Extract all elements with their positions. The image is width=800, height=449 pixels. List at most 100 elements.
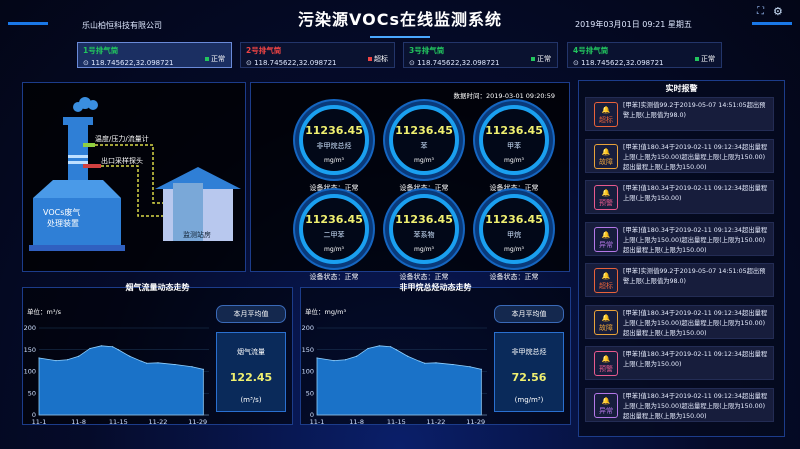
data-time-label: 数据时间： bbox=[453, 92, 486, 100]
alarm-item[interactable]: 🔔 超标 [甲苯]实测值99.2于2019-05-07 14:51:05超出预警上… bbox=[585, 97, 774, 131]
alarm-item[interactable]: 🔔 预警 [甲苯]值180.34于2019-02-11 09:12:34超出量程上… bbox=[585, 180, 774, 214]
station-tab[interactable]: 2号排气筒 ⊙ 118.745622,32.098721 超标 bbox=[240, 42, 395, 68]
alarm-badge: 🔔 故障 bbox=[594, 143, 618, 169]
alarm-text: [甲苯]实测值99.2于2019-05-07 14:51:05超出预警上限(上限… bbox=[623, 102, 766, 119]
alarm-item[interactable]: 🔔 异常 [甲苯]值180.34于2019-02-11 09:12:34超出量程上… bbox=[585, 387, 774, 422]
alarm-badge: 🔔 异常 bbox=[594, 226, 618, 252]
data-point bbox=[202, 368, 204, 370]
status-dot bbox=[368, 57, 372, 61]
station-status: 正常 bbox=[695, 54, 715, 64]
station-coord: ⊙ 118.745622,32.098721 bbox=[83, 59, 226, 67]
station-coord: ⊙ 118.745622,32.098721 bbox=[246, 59, 389, 67]
y-tick-label: 200 bbox=[302, 324, 314, 332]
bell-icon: 🔔 bbox=[601, 230, 611, 239]
frame-deco bbox=[370, 36, 430, 38]
gear-icon[interactable]: ⚙ bbox=[773, 5, 783, 18]
station-name: 2号排气筒 bbox=[246, 46, 282, 55]
data-point bbox=[78, 355, 80, 357]
alarm-text: [甲苯]实测值99.2于2019-05-07 14:51:05超出预警上限(上限… bbox=[623, 268, 766, 285]
x-tick-label: 11-29 bbox=[466, 418, 485, 426]
gauge-unit: mg/m³ bbox=[504, 246, 524, 253]
alarm-item[interactable]: 🔔 预警 [甲苯]值180.34于2019-02-11 09:12:34超出量程上… bbox=[585, 346, 774, 380]
gauge-unit: mg/m³ bbox=[324, 157, 344, 164]
alarm-badge: 🔔 超标 bbox=[594, 102, 618, 127]
gauge-ring: 11236.45 二甲苯 mg/m³ bbox=[299, 194, 369, 264]
data-point bbox=[435, 362, 437, 364]
frame-deco bbox=[752, 22, 792, 25]
location-icon: ⊙ bbox=[246, 59, 255, 67]
average-unit: (mg/m³) bbox=[514, 396, 544, 404]
y-tick-label: 100 bbox=[24, 368, 36, 376]
data-point bbox=[344, 359, 346, 361]
data-point bbox=[452, 363, 454, 366]
alarm-item[interactable]: 🔔 故障 [甲苯]值180.34于2019-02-11 09:12:34超出量程上… bbox=[585, 304, 774, 339]
station-coord: ⊙ 118.745622,32.098721 bbox=[409, 59, 552, 67]
gauge-name: 苯 bbox=[420, 142, 428, 150]
y-tick-label: 100 bbox=[302, 368, 314, 376]
gauge-value: 11236.45 bbox=[395, 124, 453, 137]
data-point bbox=[89, 347, 91, 350]
data-time: 数据时间：2019-03-01 09:20:59 bbox=[453, 90, 555, 100]
alarm-type: 故障 bbox=[599, 157, 613, 166]
data-point bbox=[157, 362, 159, 364]
gauge-status: 设备状态：正常 bbox=[399, 273, 449, 281]
alarm-item[interactable]: 🔔 超标 [甲苯]实测值99.2于2019-05-07 14:51:05超出预警上… bbox=[585, 263, 774, 297]
x-tick-label: 11-1 bbox=[32, 418, 47, 426]
bell-icon: 🔔 bbox=[601, 147, 611, 156]
gauge-unit: mg/m³ bbox=[504, 157, 524, 164]
status-dot bbox=[695, 57, 699, 61]
alarm-text: [甲苯]值180.34于2019-02-11 09:12:34超出量程上限(上限… bbox=[623, 392, 768, 420]
station-tab[interactable]: 4号排气筒 ⊙ 118.745622,32.098721 正常 bbox=[567, 42, 722, 68]
alarm-title: 实时报警 bbox=[665, 84, 698, 93]
alarm-text: [甲苯]值180.34于2019-02-11 09:12:34超出量程上限(上限… bbox=[623, 309, 768, 337]
data-point bbox=[424, 362, 426, 364]
monthly-average-button[interactable]: 本月平均值 bbox=[494, 305, 564, 323]
station-label: 监测站房 bbox=[183, 230, 211, 239]
station-status: 超标 bbox=[368, 54, 388, 64]
data-point bbox=[378, 345, 380, 347]
bell-icon: 🔔 bbox=[601, 106, 611, 114]
chart-title: 非甲烷总烃动态走势 bbox=[399, 283, 472, 292]
location-icon: ⊙ bbox=[409, 59, 418, 67]
alarm-badge: 🔔 超标 bbox=[594, 268, 618, 293]
bell-icon: 🔔 bbox=[601, 189, 611, 197]
data-point bbox=[100, 345, 102, 347]
data-point bbox=[469, 366, 471, 368]
alarm-item[interactable]: 🔔 异常 [甲苯]值180.34于2019-02-11 09:12:34超出量程上… bbox=[585, 221, 774, 256]
x-tick-label: 11-22 bbox=[149, 418, 168, 426]
gauge-value: 11236.45 bbox=[395, 213, 453, 226]
fullscreen-icon[interactable]: ⛶ bbox=[757, 6, 764, 17]
device-label2: 处理装置 bbox=[47, 218, 79, 228]
data-point bbox=[316, 357, 318, 359]
data-point bbox=[191, 366, 193, 368]
monthly-average-button[interactable]: 本月平均值 bbox=[216, 305, 286, 323]
probe-label: 出口采样探头 bbox=[101, 156, 143, 165]
y-tick-label: 150 bbox=[24, 346, 36, 354]
data-point bbox=[395, 349, 397, 351]
station-tab[interactable]: 3号排气筒 ⊙ 118.745622,32.098721 正常 bbox=[403, 42, 558, 68]
alarm-badge: 🔔 预警 bbox=[594, 351, 618, 376]
station-status: 正常 bbox=[205, 54, 225, 64]
alarm-text: [甲苯]值180.34于2019-02-11 09:12:34超出量程上限(上限… bbox=[623, 185, 768, 202]
data-point bbox=[66, 359, 68, 361]
coord-text: 118.745622,32.098721 bbox=[91, 59, 174, 67]
y-tick-label: 200 bbox=[24, 324, 36, 332]
average-name: 烟气流量 bbox=[237, 348, 265, 356]
alarm-type: 异常 bbox=[599, 406, 613, 415]
data-point bbox=[407, 355, 409, 357]
alarm-item[interactable]: 🔔 故障 [甲苯]值180.34于2019-02-11 09:12:34超出量程上… bbox=[585, 138, 774, 173]
status-dot bbox=[531, 57, 535, 61]
station-tab[interactable]: 1号排气筒 ⊙ 118.745622,32.098721 正常 bbox=[77, 42, 232, 68]
page-title: 污染源VOCs在线监测系统 bbox=[298, 10, 502, 29]
gauge-name: 甲苯 bbox=[507, 142, 521, 150]
alarm-badge: 🔔 异常 bbox=[594, 392, 618, 418]
gauge-unit: mg/m³ bbox=[414, 157, 434, 164]
alarm-type: 超标 bbox=[599, 282, 613, 290]
bell-icon: 🔔 bbox=[601, 396, 611, 405]
data-point bbox=[38, 357, 40, 359]
gauge-name: 苯系物 bbox=[413, 231, 435, 239]
area-series bbox=[38, 345, 204, 416]
alarm-badge: 🔔 预警 bbox=[594, 185, 618, 210]
alarm-text: [甲苯]值180.34于2019-02-11 09:12:34超出量程上限(上限… bbox=[623, 351, 768, 368]
coord-text: 118.745622,32.098721 bbox=[254, 59, 337, 67]
